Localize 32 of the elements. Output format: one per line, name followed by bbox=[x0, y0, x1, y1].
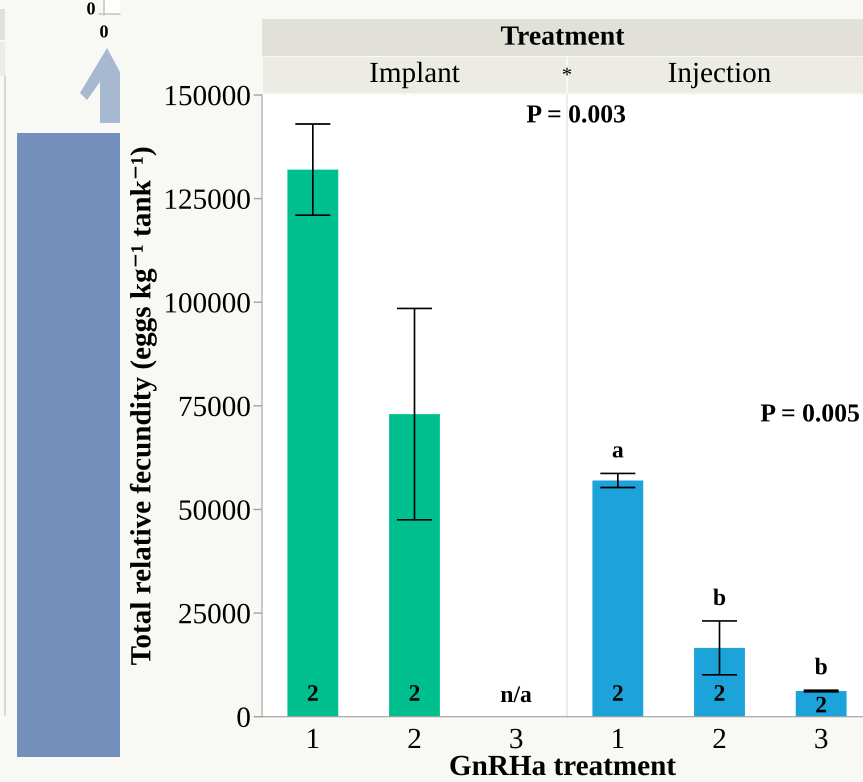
x-tick-label: 2 bbox=[713, 728, 726, 748]
y-tick-label: 150000 bbox=[166, 86, 250, 106]
annotation: 2 bbox=[714, 685, 724, 701]
chart-subtitle: Injection bbox=[668, 62, 771, 88]
annotation: a bbox=[612, 446, 624, 458]
y-tick-label: 50000 bbox=[180, 500, 250, 520]
annotation: 2 bbox=[612, 685, 623, 701]
x-tick-label: 1 bbox=[613, 728, 624, 748]
annotation: P = 0.003 bbox=[526, 105, 626, 123]
chart-title: Treatment bbox=[500, 26, 624, 45]
y-tick-label: 0 bbox=[237, 707, 250, 728]
y-tick-label: 125000 bbox=[166, 189, 250, 210]
text: 0 bbox=[100, 25, 108, 38]
annotation: 2 bbox=[816, 696, 826, 712]
x-axis-title: GnRHa treatment bbox=[450, 756, 676, 776]
x-tick-label: 3 bbox=[510, 728, 522, 748]
y-tick-label: 75000 bbox=[180, 396, 250, 416]
chart-subtitle: Implant bbox=[370, 62, 460, 88]
y-tick-label: 25000 bbox=[179, 604, 250, 624]
annotation: P = 0.005 bbox=[760, 404, 859, 422]
annotation: 2 bbox=[308, 685, 318, 701]
annotation: 2 bbox=[410, 685, 420, 701]
x-tick-label: 1 bbox=[308, 728, 318, 748]
x-tick-label: 3 bbox=[815, 728, 828, 748]
y-axis-title: Total relative fecundity (eggs kg⁻¹ tank⁻¹) bbox=[130, 148, 157, 665]
y-tick-label: 100000 bbox=[166, 292, 250, 313]
annotation: n/a bbox=[500, 686, 532, 702]
x-tick-label: 2 bbox=[408, 728, 420, 748]
text: * bbox=[562, 68, 572, 76]
annotation: b bbox=[814, 658, 827, 674]
text: 0 bbox=[87, 2, 95, 15]
annotation: b bbox=[713, 588, 726, 606]
